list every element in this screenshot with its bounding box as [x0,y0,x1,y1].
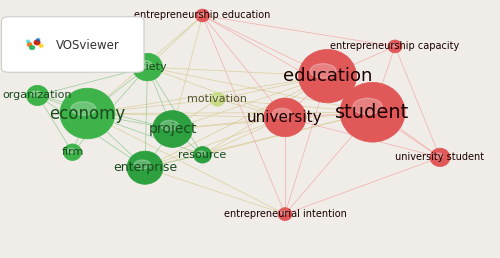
Text: motivation: motivation [188,94,248,104]
Text: society: society [128,62,168,72]
Ellipse shape [353,98,382,115]
Ellipse shape [28,43,32,46]
Ellipse shape [64,144,82,160]
Ellipse shape [278,208,292,221]
Ellipse shape [71,102,96,115]
Ellipse shape [310,64,336,78]
Ellipse shape [272,108,291,119]
Ellipse shape [210,92,225,106]
Ellipse shape [196,9,209,22]
Text: entrepreneurship capacity: entrepreneurship capacity [330,42,460,51]
Text: VOSviewer: VOSviewer [56,39,120,52]
Text: firm: firm [62,147,84,157]
Ellipse shape [34,40,40,45]
Text: project: project [148,122,197,136]
Ellipse shape [132,53,162,81]
Text: organization: organization [3,91,72,100]
Ellipse shape [194,147,212,163]
Text: entrepreneurship education: entrepreneurship education [134,11,270,20]
Ellipse shape [30,46,35,49]
Ellipse shape [264,98,306,137]
Text: education: education [283,67,372,85]
Ellipse shape [430,148,450,167]
Ellipse shape [197,151,205,155]
Ellipse shape [127,151,163,184]
Ellipse shape [298,50,356,103]
Ellipse shape [160,120,178,130]
Ellipse shape [67,148,75,153]
Ellipse shape [388,40,402,53]
Text: university student: university student [396,152,484,162]
Ellipse shape [36,39,40,41]
Ellipse shape [198,12,204,16]
Ellipse shape [340,82,405,142]
Ellipse shape [134,160,150,169]
Ellipse shape [31,91,41,96]
Ellipse shape [40,44,43,47]
Ellipse shape [26,85,48,106]
Ellipse shape [60,88,115,139]
Ellipse shape [138,61,152,68]
Ellipse shape [434,153,443,158]
FancyBboxPatch shape [2,17,144,72]
Ellipse shape [391,43,397,47]
Text: economy: economy [50,104,126,123]
Ellipse shape [213,96,220,100]
Text: resource: resource [178,150,226,160]
Ellipse shape [26,40,30,43]
Text: entrepreneurial intention: entrepreneurial intention [224,209,346,219]
Text: university: university [247,110,323,125]
Ellipse shape [152,111,192,147]
Text: enterprise: enterprise [113,161,177,174]
Ellipse shape [281,211,287,215]
Text: student: student [336,103,409,122]
